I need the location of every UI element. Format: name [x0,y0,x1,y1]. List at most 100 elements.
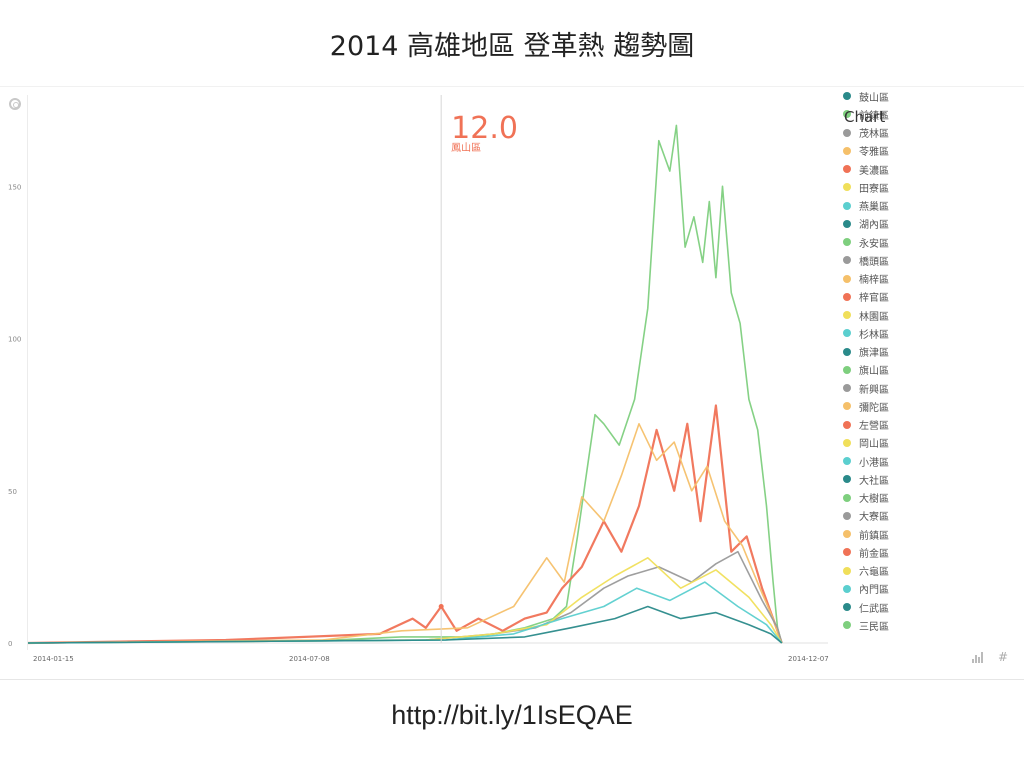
bar-chart-icon[interactable] [972,651,984,663]
tooltip-district: 鳳山區 [451,142,481,154]
series-line [27,422,783,644]
legend-swatch [843,238,851,247]
legend-label: 新興區 [859,384,889,396]
legend-swatch [843,475,851,484]
legend-item[interactable]: 岡山區 [841,434,921,452]
legend-label: 永安區 [859,238,889,250]
y-tick-label: 0 [8,640,12,648]
legend-label: 仁武區 [859,603,889,615]
y-tick-label: 100 [8,336,21,344]
legend-swatch [843,92,851,101]
legend-label: 大寮區 [859,512,889,524]
series-line [27,556,783,644]
legend-label: 六龜區 [859,567,889,579]
legend-item[interactable]: 前鎮區 [841,105,921,123]
legend-item[interactable]: 小港區 [841,452,921,470]
series-line [27,581,783,644]
legend-label: 林園區 [859,311,889,323]
series-line [27,550,783,644]
legend-label: 燕巢區 [859,202,889,214]
legend-item[interactable]: 大樹區 [841,489,921,507]
legend-swatch [843,511,851,520]
slide-url[interactable]: http://bit.ly/1IsEQAE [391,700,633,730]
legend-item[interactable]: 前金區 [841,543,921,561]
legend-item[interactable]: 三民區 [841,616,921,632]
legend-label: 前鎮區 [859,110,889,122]
x-tick-label: 2014-07-08 [289,655,330,663]
left-divider [27,95,28,650]
legend-item[interactable]: 大社區 [841,470,921,488]
legend-item[interactable]: 杉林區 [841,324,921,342]
legend-swatch [843,311,851,320]
legend-item[interactable]: 鼓山區 [841,87,921,105]
legend-swatch [843,621,851,630]
legend-item[interactable]: 新興區 [841,379,921,397]
legend-item[interactable]: 湖內區 [841,215,921,233]
legend-swatch [843,219,851,228]
legend-item[interactable]: 林園區 [841,306,921,324]
y-tick-label: 150 [8,183,21,191]
legend-label: 旗津區 [859,348,889,360]
legend-swatch [843,347,851,356]
legend-label: 彌陀區 [859,402,889,414]
legend-label: 大社區 [859,475,889,487]
tooltip-value: 12.0 [451,111,518,146]
legend-item[interactable]: 茂林區 [841,124,921,142]
legend-swatch [843,530,851,539]
legend-swatch [843,493,851,502]
hash-icon[interactable]: # [998,650,1009,664]
legend-swatch [843,420,851,429]
legend-item[interactable]: 永安區 [841,233,921,251]
legend-swatch [843,457,851,466]
legend-item[interactable]: 旗山區 [841,361,921,379]
legend-item[interactable]: 苓雅區 [841,142,921,160]
legend-label: 橋頭區 [859,256,889,268]
legend-item[interactable]: 大寮區 [841,507,921,525]
legend-label: 苓雅區 [859,147,889,159]
chart-badge: Chart [844,108,886,126]
legend-label: 大樹區 [859,494,889,506]
legend-item[interactable]: 六龜區 [841,562,921,580]
legend-label: 前鎮區 [859,530,889,542]
legend-label: 湖內區 [859,220,889,232]
legend-swatch [843,256,851,265]
legend-item[interactable]: 旗津區 [841,343,921,361]
legend-label: 杉林區 [859,329,889,341]
hover-point [438,603,444,609]
legend-label: 梓官區 [859,293,889,305]
legend-item[interactable]: 楠梓區 [841,270,921,288]
x-tick-label: 2014-01-15 [33,655,74,663]
series-line [27,404,783,645]
legend-label: 內門區 [859,585,889,597]
legend-swatch [843,548,851,557]
legend-swatch [843,402,851,411]
legend-item[interactable]: 彌陀區 [841,397,921,415]
legend-swatch [843,566,851,575]
legend-item[interactable]: 橋頭區 [841,251,921,269]
legend-label: 田寮區 [859,183,889,195]
chart-screenshot [0,86,1024,680]
legend-swatch [843,274,851,283]
legend-label: 三民區 [859,621,889,632]
legend-swatch [843,201,851,210]
series-line [27,124,783,644]
legend-item[interactable]: 內門區 [841,580,921,598]
legend-item[interactable]: 美濃區 [841,160,921,178]
legend-item[interactable]: 前鎮區 [841,525,921,543]
legend-item[interactable]: 田寮區 [841,178,921,196]
legend-label: 小港區 [859,457,889,469]
x-tick-label: 2014-12-07 [788,655,829,663]
legend-item[interactable]: 梓官區 [841,288,921,306]
legend-item[interactable]: 左營區 [841,416,921,434]
legend-swatch [843,292,851,301]
legend-swatch [843,183,851,192]
gear-icon[interactable] [9,98,21,110]
legend-swatch [843,128,851,137]
legend-label: 美濃區 [859,165,889,177]
legend-item[interactable]: 燕巢區 [841,197,921,215]
legend-item[interactable]: 仁武區 [841,598,921,616]
legend-swatch [843,165,851,174]
legend-swatch [843,110,851,119]
legend-label: 前金區 [859,548,889,560]
